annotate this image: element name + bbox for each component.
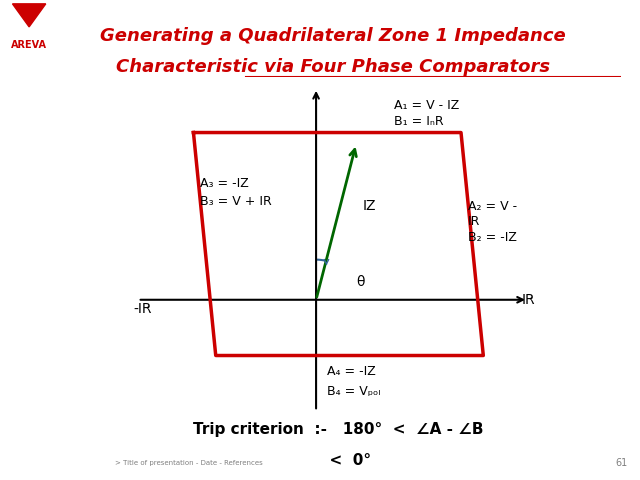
Text: > Title of presentation - Date - References: > Title of presentation - Date - Referen… [115, 460, 263, 466]
Text: B₃ = V + IR: B₃ = V + IR [200, 195, 272, 208]
Text: A₁ = V - IZ: A₁ = V - IZ [394, 99, 460, 112]
Text: θ: θ [356, 275, 365, 289]
Text: <  0°: < 0° [193, 453, 372, 468]
Text: Generating a Quadrilateral Zone 1 Impedance: Generating a Quadrilateral Zone 1 Impeda… [100, 27, 566, 45]
Text: IR: IR [468, 215, 480, 228]
Text: Characteristic via Four Phase Comparators: Characteristic via Four Phase Comparator… [116, 59, 550, 76]
Text: A: A [12, 26, 23, 41]
Text: 61: 61 [615, 458, 627, 468]
Text: AREVA: AREVA [8, 65, 28, 70]
Text: IR: IR [521, 293, 535, 307]
Text: Trip criterion  :-   180°  <  ∠A - ∠B: Trip criterion :- 180° < ∠A - ∠B [193, 421, 484, 437]
Text: T&D: T&D [24, 456, 53, 470]
Text: A₃ = -IZ: A₃ = -IZ [200, 177, 249, 191]
Text: B₂ = -IZ: B₂ = -IZ [468, 231, 516, 244]
Text: B₄ = Vₚₒₗ: B₄ = Vₚₒₗ [327, 384, 381, 398]
Text: -IR: -IR [133, 302, 152, 316]
Polygon shape [13, 4, 46, 27]
Text: A₂ = V -: A₂ = V - [468, 200, 517, 213]
Text: IZ: IZ [363, 199, 376, 213]
Text: A₄ = -IZ: A₄ = -IZ [327, 365, 376, 378]
Text: B₁ = IₙR: B₁ = IₙR [394, 115, 444, 128]
Text: AREVA: AREVA [11, 39, 47, 49]
